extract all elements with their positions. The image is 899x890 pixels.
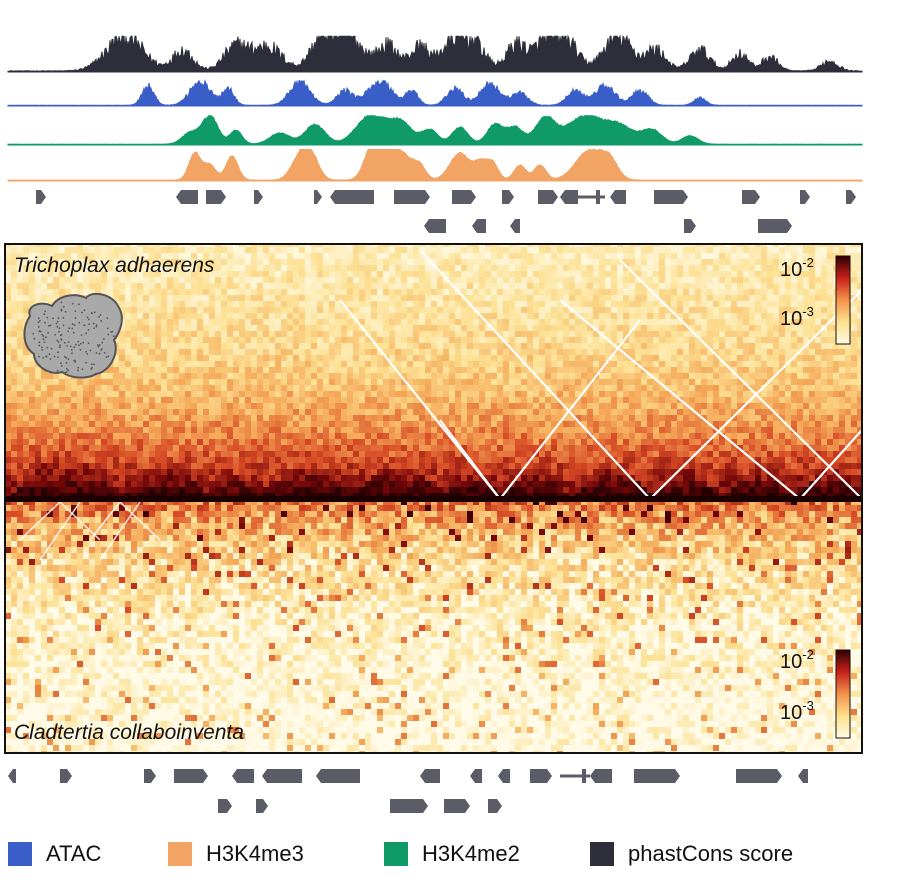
gene-feature [420, 769, 440, 783]
gene-feature [330, 190, 374, 204]
gene-feature [176, 190, 198, 204]
gene-feature [758, 219, 792, 233]
gene-feature [470, 769, 482, 783]
gene-feature [36, 190, 46, 204]
track-atac [7, 78, 863, 107]
gene-feature [390, 799, 428, 813]
legend-swatch-phastcons [590, 842, 614, 866]
colorbar-top-low-label: 10-3 [780, 304, 814, 330]
gene-feature [174, 769, 208, 783]
gene-feature [654, 190, 688, 204]
gene-annotation-bottom [8, 769, 808, 813]
contact-map-panel [4, 243, 863, 754]
gene-feature [424, 219, 446, 233]
gene-feature [60, 769, 72, 783]
legend-item-phastcons: phastCons score [590, 834, 793, 874]
gene-feature [610, 190, 626, 204]
gene-feature [590, 769, 612, 783]
legend-swatch-atac [8, 842, 32, 866]
track-phastcons [7, 34, 863, 73]
gene-feature [316, 769, 360, 783]
gene-feature [314, 190, 322, 204]
gene-feature [538, 190, 558, 204]
gene-feature [510, 219, 520, 233]
gene-feature [472, 219, 486, 233]
signal-tracks [7, 34, 863, 182]
legend-item-h3k4me3: H3K4me3 [168, 834, 304, 874]
track-h3k4me3 [7, 148, 863, 182]
legend-item-h3k4me2: H3K4me2 [384, 834, 520, 874]
gene-feature [444, 799, 470, 813]
map-frame [4, 243, 863, 754]
gene-feature [218, 799, 232, 813]
tad-boundary-lines [19, 249, 862, 561]
trichoplax-icon [23, 292, 123, 379]
gene-feature [206, 190, 226, 204]
gene-feature [742, 190, 760, 204]
legend-item-atac: ATAC [8, 834, 101, 874]
gene-feature [498, 769, 510, 783]
legend-swatch-h3k4me2 [384, 842, 408, 866]
gene-feature [560, 190, 578, 204]
species-label-top: Trichoplax adhaerens [14, 254, 215, 277]
gene-feature [232, 769, 254, 783]
gene-feature [530, 769, 552, 783]
gene-feature [144, 769, 156, 783]
species-label-bottom: Cladtertia collaboinventa [14, 721, 244, 744]
contact-map-bottom-cladtertia [5, 499, 862, 753]
gene-feature [684, 219, 696, 233]
gene-feature [488, 799, 502, 813]
gene-feature [8, 769, 16, 783]
diagonal-line [5, 496, 862, 502]
gene-feature [634, 769, 680, 783]
colorbar-top: 10-2 10-3 [780, 255, 851, 345]
gene-feature [394, 190, 430, 204]
gene-feature [798, 769, 808, 783]
contact-map-top-trichoplax [5, 244, 862, 499]
gene-feature [256, 799, 268, 813]
gene-feature [736, 769, 782, 783]
gene-feature [800, 190, 810, 204]
colorbar-top-high-label: 10-2 [780, 255, 814, 281]
legend-swatch-h3k4me3 [168, 842, 192, 866]
gene-feature [502, 190, 514, 204]
colorbar-bottom-low-label: 10-3 [780, 698, 814, 724]
legend: ATAC H3K4me3 H3K4me2 phastCons score [0, 834, 899, 874]
track-h3k4me2 [7, 114, 863, 146]
gene-feature [452, 190, 476, 204]
gene-annotation-top [36, 190, 856, 233]
gene-feature [262, 769, 302, 783]
gene-feature [254, 190, 263, 204]
gene-feature [846, 190, 856, 204]
colorbar-bottom: 10-2 10-3 [780, 647, 851, 739]
colorbar-bottom-high-label: 10-2 [780, 647, 814, 673]
